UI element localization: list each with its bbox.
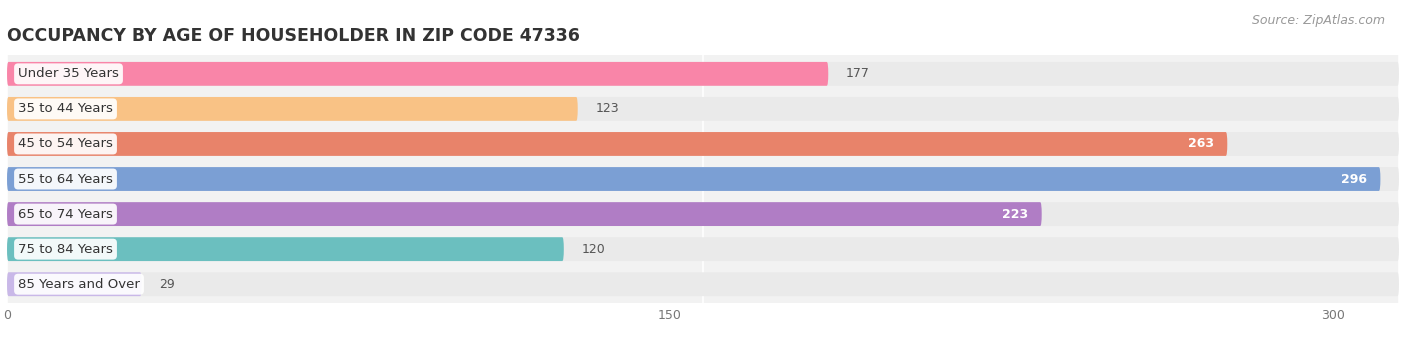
FancyBboxPatch shape xyxy=(7,167,1399,191)
FancyBboxPatch shape xyxy=(7,132,1227,156)
FancyBboxPatch shape xyxy=(7,167,1381,191)
FancyBboxPatch shape xyxy=(7,97,1399,121)
Text: 120: 120 xyxy=(582,243,605,256)
FancyBboxPatch shape xyxy=(7,272,142,296)
FancyBboxPatch shape xyxy=(7,202,1042,226)
Text: Under 35 Years: Under 35 Years xyxy=(18,67,120,80)
FancyBboxPatch shape xyxy=(7,62,828,86)
Text: OCCUPANCY BY AGE OF HOUSEHOLDER IN ZIP CODE 47336: OCCUPANCY BY AGE OF HOUSEHOLDER IN ZIP C… xyxy=(7,27,579,45)
Text: 29: 29 xyxy=(159,278,174,291)
Text: 223: 223 xyxy=(1002,208,1028,221)
Text: 65 to 74 Years: 65 to 74 Years xyxy=(18,208,112,221)
Text: 55 to 64 Years: 55 to 64 Years xyxy=(18,173,112,186)
FancyBboxPatch shape xyxy=(7,202,1399,226)
FancyBboxPatch shape xyxy=(7,237,564,261)
FancyBboxPatch shape xyxy=(7,97,578,121)
FancyBboxPatch shape xyxy=(7,62,1399,86)
Text: 85 Years and Over: 85 Years and Over xyxy=(18,278,141,291)
FancyBboxPatch shape xyxy=(7,237,1399,261)
Text: 45 to 54 Years: 45 to 54 Years xyxy=(18,137,112,150)
Text: 123: 123 xyxy=(595,102,619,115)
Text: 177: 177 xyxy=(846,67,870,80)
Text: 75 to 84 Years: 75 to 84 Years xyxy=(18,243,112,256)
Text: 263: 263 xyxy=(1188,137,1213,150)
Text: 35 to 44 Years: 35 to 44 Years xyxy=(18,102,112,115)
FancyBboxPatch shape xyxy=(7,272,1399,296)
Text: Source: ZipAtlas.com: Source: ZipAtlas.com xyxy=(1251,14,1385,27)
Text: 296: 296 xyxy=(1341,173,1367,186)
FancyBboxPatch shape xyxy=(7,132,1399,156)
